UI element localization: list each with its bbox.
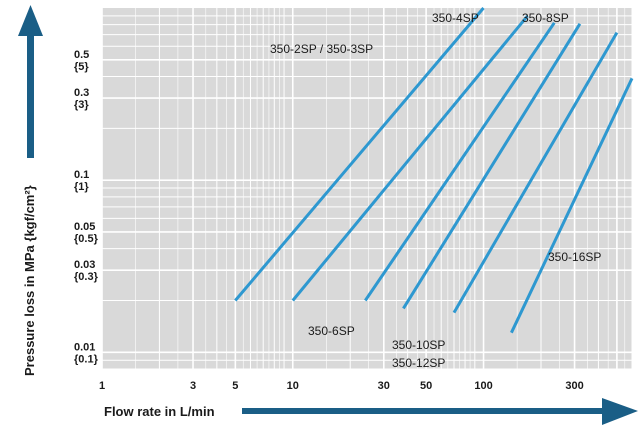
x-tick-label: 50 — [420, 380, 432, 392]
x-tick-label: 300 — [565, 380, 583, 392]
series-label-350-12sp: 350-12SP — [392, 356, 445, 370]
series-lines — [234, 7, 634, 334]
y-tick-labels: 0.5{5} 0.3{3} 0.1{1} 0.05{0.5} 0.03{0.3} 0.01… — [74, 49, 99, 365]
y-tick-label: 0.5 — [74, 49, 89, 61]
y-tick-sublabel: {1} — [74, 181, 89, 193]
x-axis-arrow — [242, 398, 638, 425]
series-line-4 — [452, 31, 619, 314]
y-axis-title: Pressure loss in MPa {kgf/cm²} — [22, 185, 37, 376]
x-tick-label: 1 — [99, 380, 105, 392]
series-line-1 — [291, 14, 529, 302]
series-label-350-8sp: 350-8SP — [522, 11, 569, 25]
y-tick-sublabel: {0.3} — [74, 271, 99, 283]
series-label-350-4sp: 350-4SP — [432, 11, 479, 25]
x-axis-title: Flow rate in L/min — [104, 404, 215, 419]
y-tick-label: 0.3 — [74, 87, 89, 99]
x-tick-label: 5 — [232, 380, 238, 392]
x-axis-arrow-shaft — [242, 408, 612, 414]
y-tick-sublabel: {3} — [74, 99, 89, 111]
series-labels: 350-2SP / 350-3SP 350-4SP 350-6SP 350-8S… — [270, 11, 601, 370]
y-tick-sublabel: {0.1} — [74, 353, 99, 365]
series-line-3 — [402, 23, 582, 310]
series-line-0 — [234, 7, 485, 302]
series-label-350-10sp: 350-10SP — [392, 338, 445, 352]
y-tick-sublabel: {5} — [74, 61, 89, 73]
series-label-350-2sp-3sp: 350-2SP / 350-3SP — [270, 42, 373, 56]
y-tick-label: 0.1 — [74, 169, 89, 181]
series-label-350-6sp: 350-6SP — [308, 324, 355, 338]
x-axis-arrow-head — [602, 398, 638, 425]
y-tick-sublabel: {0.5} — [74, 233, 99, 245]
y-tick-label: 0.03 — [74, 259, 95, 271]
y-axis-arrow — [18, 5, 43, 158]
x-tick-label: 100 — [474, 380, 492, 392]
series-label-350-16sp: 350-16SP — [548, 250, 601, 264]
y-axis-arrow-head — [18, 5, 43, 36]
series-line-2 — [364, 21, 556, 302]
x-tick-label: 3 — [190, 380, 196, 392]
y-axis-arrow-shaft — [27, 34, 34, 158]
x-tick-labels: 1 3 5 10 30 50 100 300 — [99, 380, 584, 392]
x-tick-label: 10 — [287, 380, 299, 392]
x-tick-label: 30 — [378, 380, 390, 392]
y-tick-label: 0.01 — [74, 341, 95, 353]
y-tick-label: 0.05 — [74, 221, 95, 233]
series-line-5 — [510, 77, 634, 334]
